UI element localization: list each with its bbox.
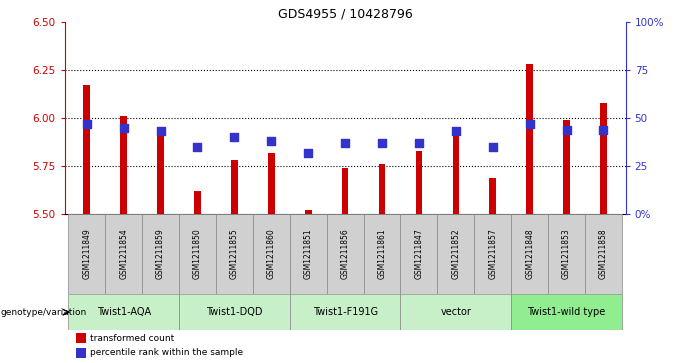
Bar xyxy=(253,214,290,294)
Point xyxy=(413,140,424,146)
Bar xyxy=(548,214,585,294)
Text: GSM1211854: GSM1211854 xyxy=(119,229,128,280)
Bar xyxy=(364,214,401,294)
Bar xyxy=(157,127,164,214)
Point xyxy=(303,150,313,155)
Bar xyxy=(563,120,570,214)
Bar xyxy=(68,214,105,294)
Point xyxy=(598,127,609,132)
Text: vector: vector xyxy=(441,307,471,317)
Text: GSM1211857: GSM1211857 xyxy=(488,229,497,280)
Text: GSM1211860: GSM1211860 xyxy=(267,229,276,280)
Bar xyxy=(68,294,179,330)
Text: GSM1211847: GSM1211847 xyxy=(414,229,424,280)
Point xyxy=(561,127,572,132)
Point xyxy=(524,121,535,127)
Bar xyxy=(600,103,607,214)
Text: GSM1211849: GSM1211849 xyxy=(82,229,91,280)
Bar xyxy=(511,294,622,330)
Bar xyxy=(326,214,364,294)
Bar xyxy=(105,214,142,294)
Bar xyxy=(290,214,326,294)
Point xyxy=(450,129,461,134)
Text: GSM1211856: GSM1211856 xyxy=(341,229,350,280)
Text: GSM1211855: GSM1211855 xyxy=(230,229,239,280)
Bar xyxy=(474,214,511,294)
Text: GSM1211851: GSM1211851 xyxy=(304,229,313,280)
Point xyxy=(192,144,203,150)
Bar xyxy=(415,151,422,214)
Text: Twist1-F191G: Twist1-F191G xyxy=(313,307,377,317)
Point xyxy=(339,140,350,146)
Bar xyxy=(84,85,90,214)
Text: Twist1-DQD: Twist1-DQD xyxy=(206,307,262,317)
Point xyxy=(118,125,129,130)
Bar xyxy=(194,191,201,214)
Bar xyxy=(511,214,548,294)
Text: GSM1211850: GSM1211850 xyxy=(193,229,202,280)
Bar xyxy=(585,214,622,294)
Bar xyxy=(490,178,496,214)
Bar xyxy=(401,294,511,330)
Bar xyxy=(216,214,253,294)
Bar xyxy=(437,214,474,294)
Bar xyxy=(452,131,459,214)
Text: genotype/variation: genotype/variation xyxy=(1,308,87,317)
Bar xyxy=(305,210,311,214)
Text: GSM1211859: GSM1211859 xyxy=(156,229,165,280)
Text: GSM1211853: GSM1211853 xyxy=(562,229,571,280)
Bar xyxy=(268,152,275,214)
Bar xyxy=(401,214,437,294)
Point xyxy=(82,121,92,127)
Text: GSM1211861: GSM1211861 xyxy=(377,229,386,280)
Text: GSM1211852: GSM1211852 xyxy=(452,229,460,280)
Bar xyxy=(75,333,86,343)
Bar xyxy=(120,116,127,214)
Title: GDS4955 / 10428796: GDS4955 / 10428796 xyxy=(277,8,413,21)
Bar xyxy=(526,64,533,214)
Text: Twist1-wild type: Twist1-wild type xyxy=(528,307,606,317)
Bar xyxy=(231,160,238,214)
Point xyxy=(488,144,498,150)
Bar xyxy=(179,294,290,330)
Text: GSM1211858: GSM1211858 xyxy=(599,229,608,280)
Point xyxy=(266,138,277,144)
Bar xyxy=(379,164,386,214)
Text: GSM1211848: GSM1211848 xyxy=(525,229,534,280)
Bar xyxy=(142,214,179,294)
Point xyxy=(377,140,388,146)
Text: Twist1-AQA: Twist1-AQA xyxy=(97,307,151,317)
Bar xyxy=(75,348,86,358)
Text: percentile rank within the sample: percentile rank within the sample xyxy=(90,348,243,358)
Text: transformed count: transformed count xyxy=(90,334,174,343)
Bar xyxy=(290,294,401,330)
Bar xyxy=(179,214,216,294)
Bar xyxy=(342,168,348,214)
Point xyxy=(229,134,240,140)
Point xyxy=(155,129,166,134)
